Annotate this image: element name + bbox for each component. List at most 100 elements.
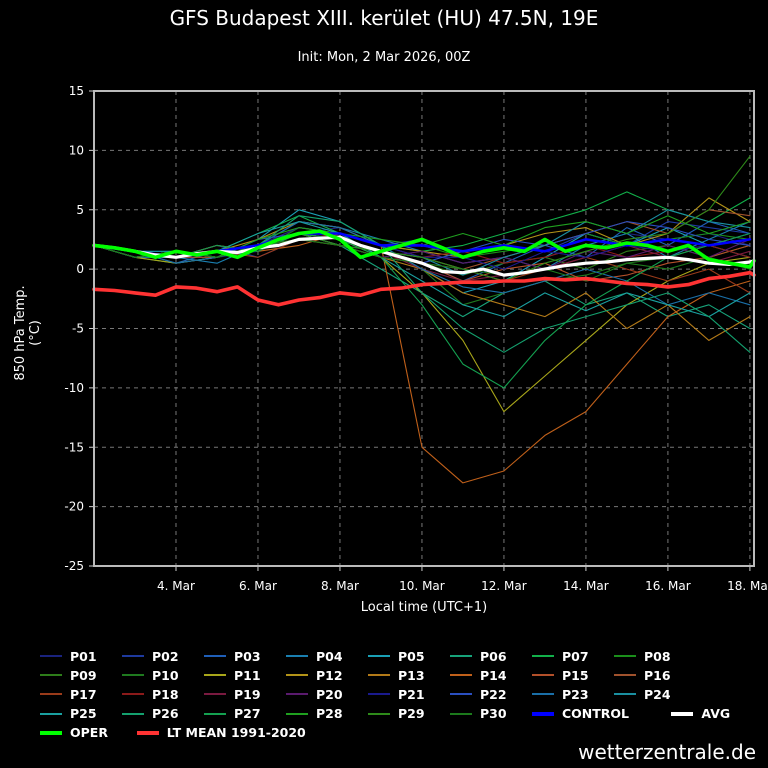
x-tick-label: 14. Mar (563, 579, 609, 593)
legend-item: P21 (368, 684, 425, 704)
legend-item: P08 (614, 646, 671, 666)
legend-label: P03 (234, 648, 261, 664)
x-tick-label: 8. Mar (321, 579, 359, 593)
legend-swatch (40, 730, 62, 735)
legend-swatch (286, 655, 308, 657)
legend-item: P13 (368, 665, 425, 685)
legend-swatch (122, 693, 144, 696)
legend-item: P17 (40, 684, 97, 704)
legend-swatch (122, 655, 144, 657)
y-tick-label: 5 (76, 203, 84, 217)
legend-label: P16 (644, 667, 671, 683)
x-tick-label: 4. Mar (157, 579, 195, 593)
y-tick-label: -5 (72, 322, 84, 336)
legend-swatch (204, 674, 226, 677)
legend-item: P04 (286, 646, 343, 666)
legend-label: P13 (398, 667, 425, 683)
legend-item: P28 (286, 704, 343, 724)
legend-swatch (286, 693, 308, 696)
legend-item: P20 (286, 684, 343, 704)
y-tick-label: -15 (64, 440, 84, 454)
legend-label: P01 (70, 648, 97, 664)
legend-label: P25 (70, 706, 97, 722)
legend-item: P16 (614, 665, 671, 685)
legend-item: P09 (40, 665, 97, 685)
x-tick-label: 12. Mar (481, 579, 527, 593)
y-tick-label: -10 (64, 381, 84, 395)
legend-label: LT MEAN 1991-2020 (166, 725, 306, 741)
legend-swatch (122, 674, 144, 677)
legend-item: P05 (368, 646, 425, 666)
x-tick-label: 10. Mar (399, 579, 445, 593)
y-axis-label: 850 hPa Temp. (°C) (13, 285, 43, 381)
legend-label: P11 (234, 667, 261, 683)
legend-label: P19 (234, 686, 261, 702)
legend-item: P29 (368, 704, 425, 724)
legend-label: P27 (234, 706, 261, 722)
legend-item: P03 (204, 646, 261, 666)
legend-swatch (204, 693, 226, 696)
legend-item: P12 (286, 665, 343, 685)
legend-swatch (368, 712, 390, 715)
legend-swatch (122, 712, 144, 715)
legend-label: P17 (70, 686, 97, 702)
legend-swatch (136, 730, 159, 735)
legend-label: P28 (316, 706, 343, 722)
series-line-lt-mean-1991-2020 (92, 270, 756, 307)
legend-swatch (450, 655, 472, 657)
legend-swatch (40, 674, 62, 677)
legend-label: P22 (480, 686, 507, 702)
legend-item: P22 (450, 684, 507, 704)
legend-swatch (450, 712, 472, 715)
legend-label: P20 (316, 686, 343, 702)
legend-item: P26 (122, 704, 179, 724)
legend-item: LT MEAN 1991-2020 (136, 723, 306, 743)
series-line-p23 (93, 221, 751, 306)
legend-swatch (286, 712, 308, 715)
legend-label: P18 (152, 686, 179, 702)
legend-swatch (204, 712, 226, 715)
y-tick-label: -25 (64, 559, 84, 573)
legend-label: P05 (398, 648, 425, 664)
legend-item: P10 (122, 665, 179, 685)
legend-label: CONTROL (562, 706, 630, 722)
y-tick-label: -20 (64, 500, 84, 514)
legend-swatch (614, 674, 636, 677)
legend-item: OPER (40, 723, 108, 743)
legend-swatch (368, 693, 390, 696)
legend-item: P24 (614, 684, 671, 704)
y-tick-label: 0 (76, 262, 84, 276)
legend-label: P12 (316, 667, 343, 683)
chart-plot: 15 10 5 0 -5 -10 -15 -20 -25 4. Mar 6. Mar 8. Mar 10… (64, 84, 768, 593)
legend-label: P04 (316, 648, 343, 664)
legend-item: P02 (122, 646, 179, 666)
legend-item: P01 (40, 646, 97, 666)
legend-swatch (286, 674, 308, 677)
legend-swatch (368, 655, 390, 657)
legend-swatch (671, 711, 694, 716)
legend-label: P09 (70, 667, 97, 683)
legend-label: P21 (398, 686, 425, 702)
chart-title: GFS Budapest XIII. kerület (HU) 47.5N, 1… (169, 6, 599, 30)
plot-frame (93, 90, 755, 567)
x-tick-label: 6. Mar (239, 579, 277, 593)
legend-item: P23 (532, 684, 589, 704)
legend-item: P30 (450, 704, 507, 724)
legend-item: P11 (204, 665, 261, 685)
series-line-p27 (93, 232, 751, 389)
legend-swatch (204, 655, 226, 657)
legend-swatch (368, 674, 390, 677)
legend-label: P02 (152, 648, 179, 664)
legend-label: P26 (152, 706, 179, 722)
legend-swatch (450, 674, 472, 677)
legend-item: CONTROL (532, 704, 629, 724)
y-tick-label: 10 (69, 143, 84, 157)
x-tick-label: 16. Mar (645, 579, 691, 593)
chart-subtitle: Init: Mon, 2 Mar 2026, 00Z (297, 50, 471, 65)
legend-swatch (614, 655, 636, 657)
legend-item: P25 (40, 704, 97, 724)
legend-label: P15 (562, 667, 589, 683)
legend-swatch (40, 712, 62, 715)
series-line-oper (92, 229, 756, 269)
legend-label: P06 (480, 648, 507, 664)
